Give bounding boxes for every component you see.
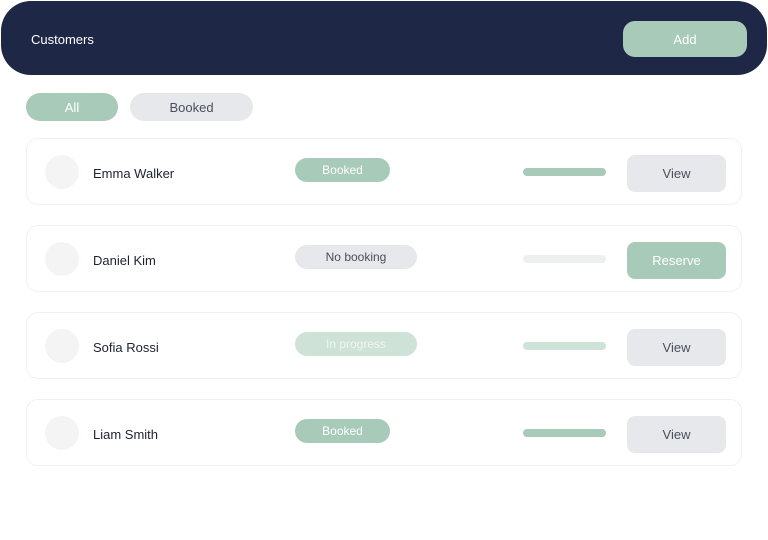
avatar (45, 416, 79, 450)
customer-name: Emma Walker (93, 166, 175, 181)
progress-bar (523, 255, 606, 263)
avatar (45, 242, 79, 276)
customer-row: Sofia Rossi In progress View (26, 312, 742, 379)
progress-bar (523, 168, 606, 176)
customer-name: Liam Smith (93, 427, 159, 442)
customer-row: Emma Walker Booked View (26, 138, 742, 205)
avatar (45, 155, 79, 189)
view-button[interactable]: View (627, 416, 726, 453)
filter-booked[interactable]: Booked (130, 93, 253, 121)
reserve-button[interactable]: Reserve (627, 242, 726, 279)
add-button[interactable]: Add (623, 21, 747, 57)
view-button[interactable]: View (627, 329, 726, 366)
status-badge: No booking (295, 245, 417, 269)
avatar (45, 329, 79, 363)
customer-name: Daniel Kim (93, 253, 156, 268)
progress-bar (523, 342, 606, 350)
progress-bar (523, 429, 606, 437)
status-badge: Booked (295, 158, 390, 182)
customer-row: Liam Smith Booked View (26, 399, 742, 466)
status-badge: Booked (295, 419, 390, 443)
filter-all[interactable]: All (26, 93, 118, 121)
customer-name: Sofia Rossi (93, 340, 159, 355)
status-badge: In progress (295, 332, 417, 356)
page-title: Customers (31, 32, 94, 47)
customer-row: Daniel Kim No booking Reserve (26, 225, 742, 292)
view-button[interactable]: View (627, 155, 726, 192)
top-header: Customers Add (1, 1, 767, 75)
